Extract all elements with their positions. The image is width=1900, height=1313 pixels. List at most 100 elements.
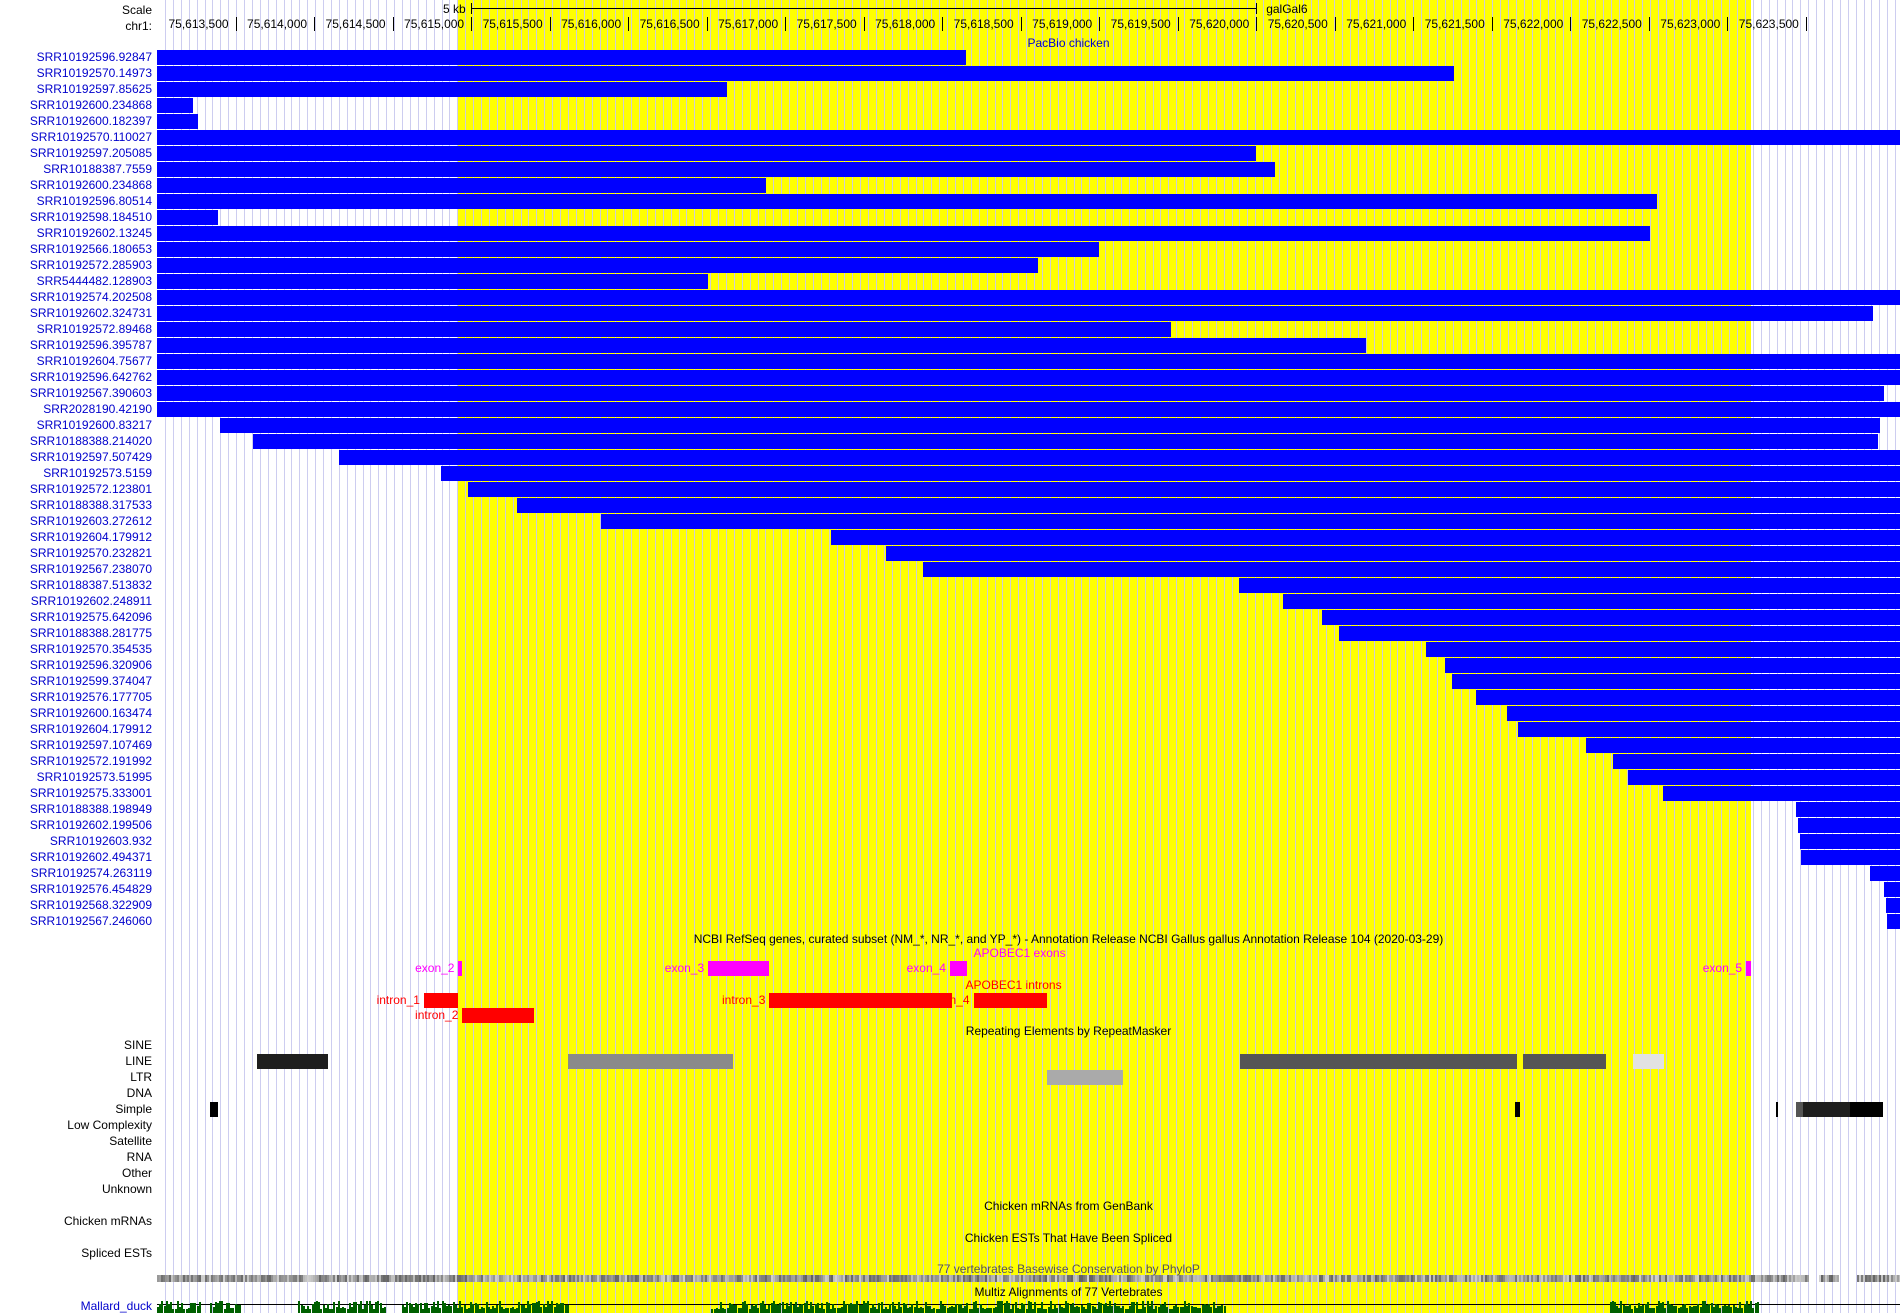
repeat-element[interactable] bbox=[1523, 1054, 1607, 1069]
read-label[interactable]: SRR10192600.182397 bbox=[29, 114, 152, 128]
exon-feature[interactable] bbox=[949, 961, 968, 976]
read-label[interactable]: SRR10192602.199506 bbox=[29, 818, 152, 832]
pacbio-read[interactable] bbox=[219, 418, 1880, 433]
pacbio-read[interactable] bbox=[157, 402, 1900, 417]
exon-label[interactable]: exon_2 bbox=[415, 961, 455, 975]
read-label[interactable]: SRR10192572.191992 bbox=[29, 754, 152, 768]
read-label[interactable]: SRR10192572.285903 bbox=[29, 258, 152, 272]
pacbio-read[interactable] bbox=[157, 130, 1900, 145]
repeat-element[interactable] bbox=[1240, 1054, 1517, 1069]
read-label[interactable]: SRR5444482.128903 bbox=[36, 274, 152, 288]
pacbio-read[interactable] bbox=[1796, 802, 1900, 817]
intron-feature[interactable] bbox=[423, 993, 459, 1008]
repeat-class-label[interactable]: Other bbox=[121, 1166, 152, 1180]
read-label[interactable]: SRR10192597.507429 bbox=[29, 450, 152, 464]
repeat-class-label[interactable]: DNA bbox=[126, 1086, 152, 1100]
pacbio-read[interactable] bbox=[1870, 866, 1900, 881]
repeat-class-label[interactable]: LINE bbox=[125, 1054, 152, 1068]
pacbio-read[interactable] bbox=[252, 434, 1878, 449]
read-label[interactable]: SRR10192600.163474 bbox=[29, 706, 152, 720]
pacbio-read[interactable] bbox=[516, 498, 1900, 513]
pacbio-read[interactable] bbox=[157, 98, 194, 113]
pacbio-read[interactable] bbox=[157, 322, 1172, 337]
intron-feature[interactable] bbox=[462, 1008, 534, 1023]
pacbio-read[interactable] bbox=[830, 530, 1900, 545]
read-label[interactable]: SRR10192570.354535 bbox=[29, 642, 152, 656]
pacbio-read[interactable] bbox=[157, 354, 1900, 369]
pacbio-read[interactable] bbox=[157, 178, 767, 193]
read-label[interactable]: SRR10192596.642762 bbox=[29, 370, 152, 384]
scale-track-label[interactable]: Scale bbox=[121, 3, 152, 17]
read-label[interactable]: SRR10192596.395787 bbox=[29, 338, 152, 352]
repeat-class-label[interactable]: RNA bbox=[126, 1150, 152, 1164]
pacbio-read[interactable] bbox=[157, 338, 1367, 353]
pacbio-read[interactable] bbox=[157, 386, 1885, 401]
pacbio-read[interactable] bbox=[441, 466, 1900, 481]
read-label[interactable]: SRR10188388.198949 bbox=[29, 802, 152, 816]
pacbio-read[interactable] bbox=[1884, 882, 1900, 897]
read-label[interactable]: SRR10192567.246060 bbox=[29, 914, 152, 928]
exon-feature[interactable] bbox=[458, 961, 463, 976]
read-label[interactable]: SRR10192603.932 bbox=[49, 834, 152, 848]
pacbio-read[interactable] bbox=[157, 66, 1455, 81]
pacbio-read[interactable] bbox=[1507, 706, 1900, 721]
pacbio-read[interactable] bbox=[157, 50, 966, 65]
read-label[interactable]: SRR10192566.180653 bbox=[29, 242, 152, 256]
repeat-class-label[interactable]: LTR bbox=[130, 1070, 152, 1084]
read-label[interactable]: SRR10192597.107469 bbox=[29, 738, 152, 752]
pacbio-read[interactable] bbox=[1885, 898, 1900, 913]
pacbio-read[interactable] bbox=[885, 546, 1900, 561]
read-label[interactable]: SRR10192600.83217 bbox=[36, 418, 152, 432]
pacbio-read[interactable] bbox=[339, 450, 1900, 465]
repeat-element[interactable] bbox=[1796, 1102, 1803, 1117]
read-label[interactable]: SRR10192604.75677 bbox=[36, 354, 152, 368]
phylop-conservation-track[interactable] bbox=[157, 1275, 1900, 1282]
read-label[interactable]: SRR10188388.214020 bbox=[29, 434, 152, 448]
pacbio-read[interactable] bbox=[1662, 786, 1900, 801]
pacbio-read[interactable] bbox=[1801, 850, 1900, 865]
pacbio-read[interactable] bbox=[157, 114, 198, 129]
read-label[interactable]: SRR10192575.333001 bbox=[29, 786, 152, 800]
read-label[interactable]: SRR10192572.89468 bbox=[36, 322, 152, 336]
exon-label[interactable]: exon_4 bbox=[906, 961, 946, 975]
read-label[interactable]: SRR10192570.232821 bbox=[29, 546, 152, 560]
read-label[interactable]: SRR10188387.513832 bbox=[29, 578, 152, 592]
read-label[interactable]: SRR10192570.110027 bbox=[30, 130, 152, 144]
pacbio-read[interactable] bbox=[1887, 914, 1900, 929]
read-label[interactable]: SRR10192574.263119 bbox=[30, 866, 152, 880]
exon-label[interactable]: exon_3 bbox=[664, 961, 705, 975]
read-label[interactable]: SRR10192567.238070 bbox=[29, 562, 152, 576]
pacbio-read[interactable] bbox=[1339, 626, 1900, 641]
repeat-element[interactable] bbox=[1849, 1102, 1883, 1117]
read-label[interactable]: SRR10192596.80514 bbox=[36, 194, 152, 208]
intron-label[interactable]: intron_1 bbox=[376, 993, 420, 1007]
read-label[interactable]: SRR2028190.42190 bbox=[43, 402, 152, 416]
mallard-duck-label[interactable]: Mallard_duck bbox=[80, 1299, 152, 1313]
pacbio-read[interactable] bbox=[157, 306, 1874, 321]
pacbio-read[interactable] bbox=[157, 146, 1257, 161]
read-label[interactable]: SRR10192604.179912 bbox=[29, 530, 152, 544]
read-label[interactable]: SRR10192600.234868 bbox=[29, 178, 152, 192]
intron-label[interactable]: intron_3 bbox=[722, 993, 766, 1007]
read-label[interactable]: SRR10192597.205085 bbox=[29, 146, 152, 160]
pacbio-read[interactable] bbox=[157, 162, 1276, 177]
track-title-phylop[interactable]: 77 vertebrates Basewise Conservation by … bbox=[937, 1262, 1200, 1276]
read-label[interactable]: SRR10192602.494371 bbox=[29, 850, 152, 864]
repeat-element[interactable] bbox=[210, 1102, 219, 1117]
repeat-class-label[interactable]: Unknown bbox=[101, 1182, 152, 1196]
pacbio-read[interactable] bbox=[1797, 818, 1900, 833]
read-label[interactable]: SRR10192574.202508 bbox=[29, 290, 152, 304]
read-label[interactable]: SRR10192599.374047 bbox=[29, 674, 152, 688]
read-label[interactable]: SRR10188387.7559 bbox=[43, 162, 152, 176]
read-label[interactable]: SRR10192602.324731 bbox=[29, 306, 152, 320]
intron-label[interactable]: intron_2 bbox=[415, 1008, 459, 1022]
read-label[interactable]: SRR10188388.317533 bbox=[29, 498, 152, 512]
repeat-element[interactable] bbox=[568, 1054, 734, 1069]
pacbio-read[interactable] bbox=[157, 242, 1100, 257]
read-label[interactable]: SRR10192573.5159 bbox=[43, 466, 152, 480]
pacbio-read[interactable] bbox=[1585, 738, 1900, 753]
repeat-element[interactable] bbox=[257, 1054, 329, 1069]
pacbio-read[interactable] bbox=[157, 226, 1651, 241]
chrom-track-label[interactable]: chr1: bbox=[125, 19, 152, 33]
track-title-pacbio[interactable]: PacBio chicken bbox=[1027, 36, 1110, 50]
